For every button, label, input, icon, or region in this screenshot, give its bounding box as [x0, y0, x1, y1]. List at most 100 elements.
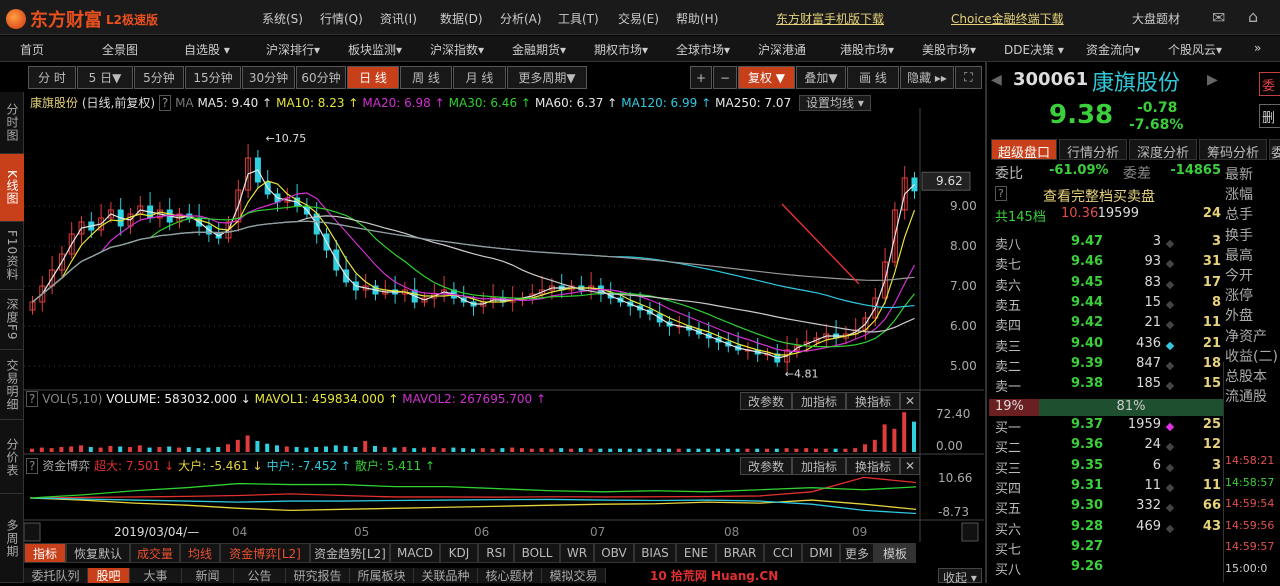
quote-tab[interactable]: 委托 — [1269, 139, 1280, 161]
nav-item[interactable]: 板块监测▾ — [348, 43, 403, 57]
buy-level-row[interactable]: 买四 9.31 11 11 — [995, 478, 1221, 498]
set-ma-button[interactable]: 设置均线 ▾ — [799, 95, 871, 111]
quote-tab[interactable]: 深度分析 — [1129, 139, 1197, 161]
chart-tool-button[interactable]: ⛶ — [955, 66, 982, 89]
period-tab[interactable]: 30分钟 — [242, 66, 295, 89]
nav-item[interactable]: 港股市场▾ — [840, 43, 895, 57]
quote-tab[interactable]: 行情分析 — [1059, 139, 1127, 161]
indicator-tab[interactable]: RSI — [478, 543, 514, 563]
vtab[interactable]: 多周期 — [0, 494, 24, 583]
flow-help-button[interactable]: ? — [26, 458, 39, 474]
next-stock-icon[interactable]: ▶ — [1207, 72, 1218, 88]
sell-level-row[interactable]: 卖六 9.45 83 17 — [995, 275, 1221, 295]
menu-item[interactable]: 交易(E) — [618, 12, 659, 26]
indicator-tab[interactable]: 指标 — [24, 543, 66, 563]
period-tab[interactable]: 月 线 — [453, 66, 506, 89]
nav-item[interactable]: DDE决策 ▾ — [1004, 43, 1064, 57]
nav-item[interactable]: 美股市场▾ — [922, 43, 977, 57]
panel-button[interactable]: 加指标 — [792, 392, 846, 410]
panel-button[interactable]: 加指标 — [792, 457, 846, 475]
bottom-tab[interactable]: 模拟交易 — [542, 568, 606, 583]
sell-level-row[interactable]: 卖三 9.40 436 21 — [995, 336, 1221, 356]
nav-item[interactable]: 全球市场▾ — [676, 43, 731, 57]
indicator-tab[interactable]: 成交量 — [130, 543, 180, 563]
bottom-tab[interactable]: 关联品种 — [414, 568, 478, 583]
nav-item[interactable]: 全景图 — [102, 43, 139, 57]
quote-tab[interactable]: 超级盘口 — [991, 139, 1057, 161]
buy-level-row[interactable]: 买七 9.27 — [995, 539, 1221, 559]
period-tab[interactable]: 15分钟 — [185, 66, 241, 89]
period-tab[interactable]: 更多周期▼ — [507, 66, 587, 89]
sell-level-row[interactable]: 卖四 9.42 21 11 — [995, 315, 1221, 335]
full-book-link[interactable]: 查看完整档买卖盘 — [1043, 189, 1155, 205]
period-tab[interactable]: 5 日▼ — [77, 66, 133, 89]
panel-button[interactable]: 改参数 — [740, 457, 792, 475]
bottom-tab[interactable]: 新闻 — [182, 568, 234, 583]
indicator-tab[interactable]: DMI — [802, 543, 840, 563]
nav-item[interactable]: 沪深港通 — [758, 43, 807, 57]
indicator-tab[interactable]: 均线 — [180, 543, 220, 563]
chart-tool-button[interactable]: − — [713, 66, 737, 89]
indicator-tab[interactable]: BRAR — [716, 543, 764, 563]
menu-item[interactable]: 资讯(I) — [380, 12, 417, 26]
vol-help-button[interactable]: ? — [26, 391, 39, 407]
chart-tool-button[interactable]: 复权 ▼ — [738, 66, 795, 89]
nav-item[interactable]: 资金流向▾ — [1086, 43, 1141, 57]
indicator-tab[interactable]: BOLL — [514, 543, 560, 563]
quote-tab[interactable]: 筹码分析 — [1199, 139, 1267, 161]
indicator-tab[interactable]: OBV — [594, 543, 634, 563]
panel-button[interactable]: 换指标 — [846, 457, 900, 475]
period-tab[interactable]: 5分钟 — [134, 66, 184, 89]
menu-item[interactable]: 数据(D) — [440, 12, 483, 26]
panel-button[interactable]: 换指标 — [846, 392, 900, 410]
menu-item[interactable]: 帮助(H) — [676, 12, 719, 26]
bottom-tab[interactable]: 研究报告 — [286, 568, 350, 583]
vtab[interactable]: 深度F9 — [0, 290, 24, 350]
indicator-tab[interactable]: ENE — [676, 543, 716, 563]
sell-level-row[interactable]: 卖二 9.39 847 18 — [995, 356, 1221, 376]
bottom-tab[interactable]: 大事 — [130, 568, 182, 583]
indicator-tab[interactable]: 资金趋势[L2] — [310, 543, 390, 563]
indicator-tab[interactable]: 更多 — [840, 543, 874, 563]
buy-level-row[interactable]: 买五 9.30 332 66 — [995, 498, 1221, 518]
menu-item[interactable]: 行情(Q) — [320, 12, 363, 26]
nav-item[interactable]: 期权市场▾ — [594, 43, 649, 57]
period-tab[interactable]: 周 线 — [400, 66, 452, 89]
indicator-tab[interactable]: CCI — [764, 543, 802, 563]
panel-button[interactable]: ✕ — [900, 457, 920, 475]
book-help-button[interactable]: ? — [995, 186, 1007, 201]
period-tab[interactable]: 分 时 — [28, 66, 76, 89]
vtab[interactable]: 分时图 — [0, 92, 24, 154]
indicator-tab[interactable]: MACD — [390, 543, 440, 563]
period-tab[interactable]: 60分钟 — [296, 66, 346, 89]
sell-level-row[interactable]: 卖五 9.44 15 8 — [995, 295, 1221, 315]
buy-level-row[interactable]: 买三 9.35 6 3 — [995, 458, 1221, 478]
nav-item[interactable]: 首页 — [20, 43, 45, 57]
period-tab[interactable]: 日 线 — [347, 66, 399, 89]
buy-level-row[interactable]: 买二 9.36 24 12 — [995, 437, 1221, 457]
nav-item[interactable]: 自选股 ▾ — [184, 43, 230, 57]
mobile-download-link[interactable]: 东方财富手机版下载 — [776, 12, 885, 26]
vtab[interactable]: K线图 — [0, 154, 24, 222]
vtab[interactable]: 交易明细 — [0, 350, 24, 420]
nav-item[interactable]: » — [1254, 41, 1262, 55]
menu-item[interactable]: 工具(T) — [558, 12, 599, 26]
chart-tool-button[interactable]: + — [690, 66, 712, 89]
indicator-tab[interactable]: 模板 — [874, 543, 916, 563]
home-icon[interactable]: ⌂ — [1248, 7, 1259, 26]
bottom-tab[interactable]: 公告 — [234, 568, 286, 583]
collapse-button[interactable]: 收起 ▾ — [938, 568, 982, 585]
menu-item[interactable]: 系统(S) — [262, 12, 303, 26]
nav-item[interactable]: 沪深排行▾ — [266, 43, 321, 57]
bottom-tab[interactable]: 股吧 — [88, 568, 130, 583]
indicator-tab[interactable]: 恢复默认 — [66, 543, 130, 563]
choice-download-link[interactable]: Choice金融终端下载 — [951, 12, 1064, 26]
nav-item[interactable]: 金融期货▾ — [512, 43, 567, 57]
market-topics-button[interactable]: 大盘题材 — [1132, 12, 1181, 26]
indicator-tab[interactable]: KDJ — [440, 543, 478, 563]
sell-level-row[interactable]: 卖一 9.38 185 15 — [995, 376, 1221, 396]
indicator-tab[interactable]: WR — [560, 543, 594, 563]
chart-tool-button[interactable]: 隐藏 ▸▸ — [900, 66, 954, 89]
bottom-tab[interactable]: 所属板块 — [350, 568, 414, 583]
chart-tool-button[interactable]: 画 线 — [847, 66, 899, 89]
